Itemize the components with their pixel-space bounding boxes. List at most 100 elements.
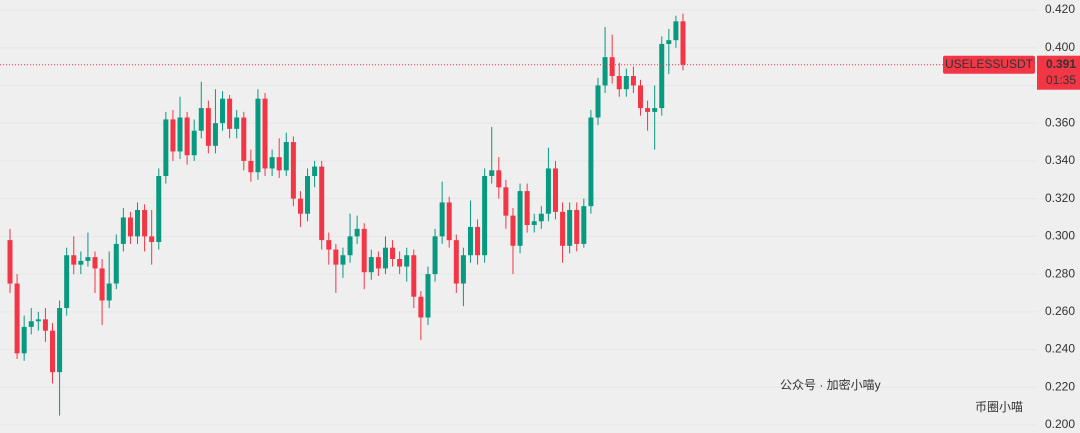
symbol-label: USELESSUSDT	[945, 57, 1034, 71]
candle-body	[368, 257, 374, 273]
candle-body	[220, 98, 226, 124]
countdown-label: 01:35	[1046, 73, 1076, 87]
candle-body	[510, 215, 516, 246]
candle-body	[163, 119, 169, 176]
candle-body	[106, 283, 112, 301]
candle-body	[57, 308, 63, 373]
y-tick-label: 0.400	[1045, 40, 1075, 54]
candle-body	[50, 330, 56, 373]
candle-body	[290, 142, 296, 199]
candle-body	[637, 85, 643, 109]
candle-body	[340, 255, 346, 265]
candle-body	[191, 130, 197, 156]
candle-body	[574, 209, 580, 244]
candle-body	[234, 117, 240, 129]
candle-body	[269, 157, 275, 169]
candle-body	[645, 108, 651, 112]
y-tick-label: 0.200	[1045, 417, 1075, 431]
candle-body	[666, 40, 672, 44]
candle-body	[460, 255, 466, 284]
candle-body	[71, 255, 77, 265]
candle-body	[446, 202, 452, 241]
y-tick-label: 0.280	[1045, 266, 1075, 280]
candle-body	[142, 209, 148, 237]
candle-body	[503, 187, 509, 216]
last-price-label: 0.391	[1046, 57, 1076, 71]
y-tick-label: 0.340	[1045, 153, 1075, 167]
y-tick-label: 0.300	[1045, 229, 1075, 243]
candle-body	[120, 217, 126, 244]
candle-body	[375, 257, 381, 269]
y-tick-label: 0.260	[1045, 304, 1075, 318]
candle-body	[227, 98, 233, 129]
candle-body	[595, 85, 601, 118]
candle-body	[496, 170, 502, 188]
y-tick-label: 0.360	[1045, 115, 1075, 129]
candle-body	[531, 221, 537, 226]
candle-body	[156, 176, 162, 243]
candle-body	[545, 168, 551, 214]
y-tick-label: 0.420	[1045, 2, 1075, 16]
candle-body	[305, 176, 311, 214]
candle-body	[581, 206, 587, 244]
candle-body	[248, 160, 254, 173]
candle-body	[602, 57, 608, 86]
candle-body	[361, 228, 367, 273]
candle-body	[177, 117, 183, 152]
candle-body	[205, 108, 211, 146]
candle-body	[198, 108, 204, 131]
candle-body	[482, 176, 488, 256]
candle-body	[630, 76, 636, 86]
candle-body	[241, 117, 247, 161]
candle-body	[113, 243, 119, 284]
candle-body	[64, 255, 70, 309]
candle-body	[567, 209, 573, 246]
candle-body	[609, 57, 615, 77]
y-tick-label: 0.240	[1045, 342, 1075, 356]
candle-body	[538, 213, 544, 222]
candle-body	[354, 228, 360, 237]
candle-body	[326, 240, 332, 250]
candle-body	[333, 249, 339, 265]
candle-body	[425, 274, 431, 318]
watermark: 公众号 · 加密小喵y	[780, 377, 881, 392]
price-box	[1037, 55, 1080, 90]
candle-body	[432, 236, 438, 275]
candle-body	[347, 236, 353, 256]
candle-body	[319, 166, 325, 241]
candle-body	[467, 226, 473, 256]
candle-body	[475, 226, 481, 256]
candle-body	[99, 268, 105, 301]
candle-body	[552, 168, 558, 212]
candle-body	[149, 236, 155, 243]
candle-body	[127, 217, 133, 237]
y-tick-label: 0.320	[1045, 191, 1075, 205]
candle-body	[85, 257, 91, 261]
candle-body	[439, 202, 445, 237]
candle-body	[184, 117, 190, 156]
candle-body	[262, 98, 268, 169]
candle-body	[652, 108, 658, 112]
candle-body	[170, 119, 176, 152]
candle-body	[283, 142, 289, 171]
candle-body	[588, 117, 594, 207]
candle-body	[312, 166, 318, 176]
candle-body	[135, 209, 141, 237]
candle-body	[78, 260, 84, 265]
candle-body	[560, 211, 566, 246]
candle-body	[297, 198, 303, 214]
candle-body	[276, 157, 282, 171]
candle-body	[255, 98, 261, 173]
candle-body	[623, 76, 629, 90]
symbol-box	[943, 55, 1035, 74]
candle-body	[404, 255, 410, 267]
candle-body	[517, 191, 523, 246]
candle-body	[7, 240, 13, 284]
candle-body	[92, 257, 98, 269]
candle-body	[659, 43, 665, 109]
candle-body	[418, 296, 424, 318]
candle-body	[411, 255, 417, 297]
candle-body	[453, 240, 459, 284]
candle-body	[14, 283, 20, 354]
